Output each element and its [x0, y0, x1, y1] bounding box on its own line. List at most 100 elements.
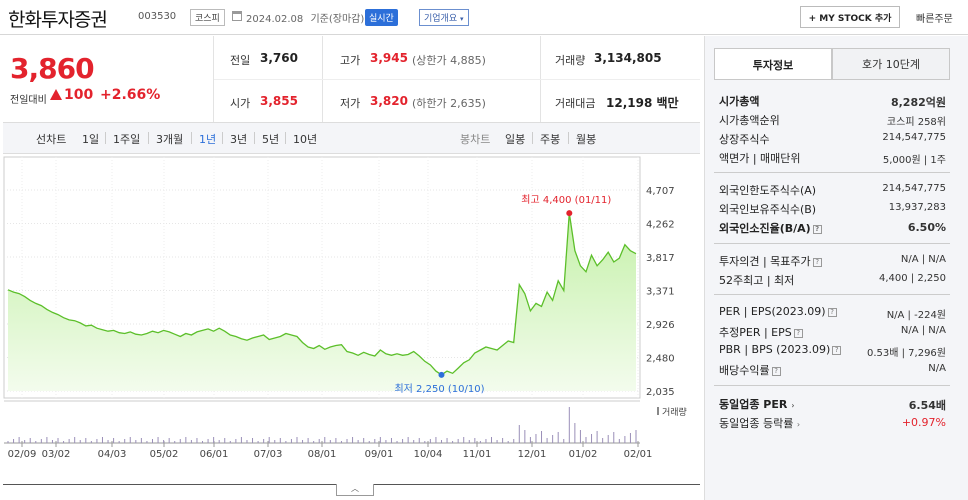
period-1d[interactable]: 1일: [82, 133, 100, 146]
y-tick-label: 4,262: [646, 219, 675, 230]
pbr-label: PBR | BPS (2023.09)?: [719, 343, 842, 356]
volume-bar: [263, 439, 265, 443]
candle-daily[interactable]: 일봉: [505, 133, 526, 146]
volume-bar: [485, 439, 487, 443]
period-5y[interactable]: 5년: [262, 133, 280, 146]
divider: [214, 79, 700, 80]
volume-value: 3,134,805: [594, 51, 662, 65]
divider: [148, 132, 149, 144]
volume-bar: [190, 440, 192, 443]
period-10y[interactable]: 10년: [293, 133, 318, 146]
market-cap-value: 8,282억원: [890, 96, 946, 109]
period-3y[interactable]: 3년: [230, 133, 248, 146]
market-badge: 코스피: [190, 9, 225, 26]
collapse-chevron-up-icon[interactable]: ︿: [336, 484, 374, 496]
foreign-held-value: 13,937,283: [888, 202, 946, 213]
volume-bar: [279, 438, 281, 443]
x-tick-label: 12/01: [518, 449, 547, 460]
industry-per-label[interactable]: 동일업종 PER ›: [719, 398, 795, 411]
volume-bar: [491, 437, 493, 443]
right-panel: [704, 36, 968, 500]
quick-order-link[interactable]: 빠른주문: [916, 14, 953, 25]
x-tick-label: 05/02: [150, 449, 179, 460]
company-overview-button[interactable]: 기업개요 ▾: [419, 9, 469, 26]
quote-date: 2024.02.08 기준(장마감): [246, 14, 365, 25]
tab-order-book[interactable]: 호가 10단계: [832, 48, 950, 80]
live-button[interactable]: 실시간: [365, 9, 398, 26]
divider: [714, 385, 950, 386]
volume-bar: [585, 437, 587, 443]
up-triangle-icon: [50, 89, 62, 100]
volume-bar: [552, 435, 554, 443]
divider: [105, 132, 106, 144]
par-value-label: 액면가 | 매매단위: [719, 152, 801, 165]
volume-bar: [40, 439, 42, 443]
change-label: 전일대비: [10, 95, 47, 106]
market-cap-rank-label: 시가총액순위: [719, 114, 780, 127]
x-tick-label: 02/09: [8, 449, 37, 460]
tab-investment-info[interactable]: 투자정보: [714, 48, 832, 80]
volume-bar: [313, 441, 315, 443]
foreign-held-label: 외국인보유주식수(B): [719, 203, 817, 216]
volume-bar: [85, 438, 87, 443]
listed-shares-value: 214,547,775: [882, 132, 946, 143]
x-tick-label: 03/02: [42, 449, 71, 460]
help-icon[interactable]: ?: [832, 345, 842, 355]
industry-change-label[interactable]: 동일업종 등락률 ›: [719, 417, 801, 430]
period-3m[interactable]: 3개월: [156, 133, 184, 146]
volume-bar: [324, 437, 326, 443]
volume-bar: [635, 430, 637, 443]
volume-bar: [463, 437, 465, 443]
volume-bar: [90, 441, 92, 443]
volume-bar: [24, 440, 26, 443]
candle-monthly[interactable]: 월봉: [576, 133, 597, 146]
help-icon[interactable]: ?: [812, 224, 822, 234]
min-annotation: 최저 2,250 (10/10): [394, 383, 484, 395]
volume-bar: [596, 431, 598, 443]
open-label: 시가: [230, 97, 251, 110]
period-1y[interactable]: 1년: [199, 133, 217, 146]
volume-bar: [46, 437, 48, 443]
volume-bar: [402, 439, 404, 443]
volume-bar: [213, 437, 215, 443]
volume-bar: [452, 441, 454, 443]
volume-bar: [13, 439, 15, 443]
help-icon[interactable]: ?: [771, 366, 781, 376]
volume-bar: [79, 440, 81, 443]
volume-bar: [407, 437, 409, 443]
volume-bar: [224, 438, 226, 443]
dividend-value: N/A: [928, 363, 946, 374]
volume-bar: [285, 441, 287, 443]
chevron-right-icon: ›: [791, 401, 795, 410]
volume-bar: [240, 437, 242, 443]
add-mystock-button[interactable]: + MY STOCK 추가: [800, 6, 900, 28]
per-value: N/A | -224원: [886, 310, 946, 321]
foreign-ratio-value: 6.50%: [907, 221, 946, 234]
divider: [714, 79, 950, 80]
volume-bar: [246, 440, 248, 443]
est-per-value: N/A | N/A: [900, 325, 946, 336]
divider: [213, 36, 214, 122]
volume-bar: [129, 437, 131, 443]
volume-bar: [268, 437, 270, 443]
volume-bar: [435, 437, 437, 443]
help-icon[interactable]: ?: [812, 257, 822, 267]
candle-chart-label: 봉차트: [460, 133, 491, 146]
volume-bar: [302, 440, 304, 443]
low-value: 3,820: [370, 94, 408, 108]
period-1w[interactable]: 1주일: [113, 133, 141, 146]
volume-bar: [413, 440, 415, 443]
open-value: 3,855: [260, 94, 298, 108]
x-tick-label: 07/03: [254, 449, 283, 460]
volume-bar: [591, 434, 593, 443]
volume-bar: [496, 440, 498, 443]
help-icon[interactable]: ?: [827, 307, 837, 317]
volume-bar: [124, 439, 126, 443]
divider: [285, 132, 286, 144]
volume-bar: [557, 432, 559, 443]
help-icon[interactable]: ?: [793, 328, 803, 338]
candle-weekly[interactable]: 주봉: [540, 133, 561, 146]
volume-bar: [518, 425, 520, 443]
volume-bar: [113, 438, 115, 443]
volume-bar: [602, 438, 604, 443]
